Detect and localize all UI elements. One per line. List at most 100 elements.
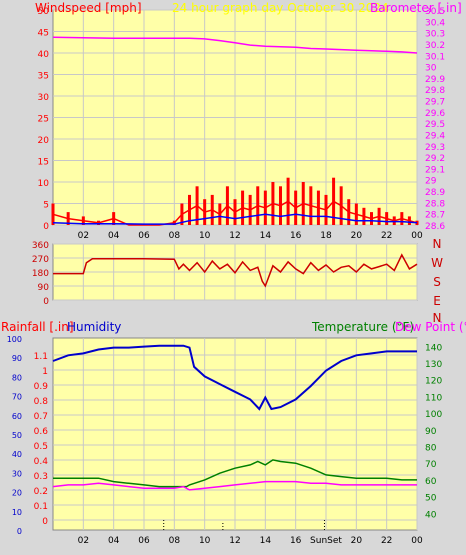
temperature-line [53, 459, 417, 488]
climate-x-tick-16: 16 [290, 536, 302, 546]
climate-x-tick-04: 04 [108, 536, 120, 546]
wind-x-tick-08: 08 [169, 231, 181, 241]
rainfall-tick-0.8: 0.8 [34, 397, 49, 407]
humidity-tick-50: 50 [12, 431, 22, 440]
wind-x-tick-16: 16 [290, 231, 302, 241]
barometer-tick-28.7: 28.7 [425, 211, 445, 221]
temperature-tick-100: 100 [425, 410, 442, 420]
windspeed-tick-10: 10 [38, 179, 50, 189]
temperature-tick-130: 130 [425, 360, 442, 370]
barometer-tick-30.1: 30.1 [425, 52, 445, 62]
windspeed-tick-0: 0 [43, 222, 49, 232]
temperature-axis-label: Temperature (°F) [311, 320, 414, 334]
windspeed-tick-15: 15 [38, 158, 49, 168]
direction-tick-90: 90 [38, 283, 50, 293]
rainfall-tick-0.6: 0.6 [34, 427, 49, 437]
wind-x-tick-20: 20 [351, 231, 363, 241]
barometer-tick-29.6: 29.6 [425, 109, 445, 119]
humidity-tick-60: 60 [12, 412, 22, 421]
direction-tick-labels: 360 270 180 90 0 [32, 241, 49, 307]
windspeed-tick-50: 50 [38, 7, 50, 17]
climate-x-tick-14: 14 [260, 536, 272, 546]
temperature-tick-60: 60 [425, 477, 437, 487]
humidity-tick-10: 10 [12, 508, 22, 517]
climate-x-tick-08: 08 [169, 536, 181, 546]
climate-x-tick-00: 00 [411, 536, 423, 546]
rainfall-tick-0.2: 0.2 [34, 487, 48, 497]
barometer-tick-30.5: 30.5 [425, 7, 445, 17]
humidity-line [52, 344, 417, 411]
wind-series [51, 36, 419, 226]
barometer-tick-29.9: 29.9 [425, 75, 445, 85]
temperature-tick-40: 40 [425, 510, 437, 520]
barometer-tick-30: 30 [425, 64, 437, 74]
barometer-tick-labels: 30.530.430.330.230.13029.929.829.729.629… [425, 7, 445, 232]
climate-series [52, 344, 417, 530]
barometer-tick-29.2: 29.2 [425, 154, 445, 164]
barometer-axis-label: Barometer [.in] [370, 1, 462, 15]
temperature-tick-110: 110 [425, 393, 442, 403]
barometer-tick-29.4: 29.4 [425, 131, 445, 141]
climate-x-tick-10: 10 [199, 536, 211, 546]
humidity-tick-70: 70 [12, 393, 22, 402]
graph-title: 24 hour graph day October 30 2024 [172, 1, 389, 15]
rainfall-tick-0.1: 0.1 [34, 502, 48, 512]
barometer-tick-29.5: 29.5 [425, 120, 445, 130]
humidity-tick-0: 0 [17, 527, 22, 536]
wind-x-tick-00: 00 [411, 231, 423, 241]
climate-x-tick-06: 06 [138, 536, 150, 546]
rainfall-tick-1: 1 [42, 367, 48, 377]
barometer-tick-29.8: 29.8 [425, 86, 445, 96]
windspeed-tick-35: 35 [38, 72, 49, 82]
rainfall-tick-labels: 1.1 1 0.9 0.8 0.7 0.6 0.5 0.4 0.3 0.2 0.1 0 [34, 352, 49, 527]
climate-x-tick-labels: 02 04 06 08 10 12 14 16 SunSet 20 22 00 [78, 536, 423, 546]
barometer-tick-28.6: 28.6 [425, 222, 445, 232]
compass-S-2: S [433, 275, 441, 289]
wind-x-tick-18: 18 [320, 231, 332, 241]
temperature-tick-70: 70 [425, 460, 437, 470]
temperature-tick-90: 90 [425, 427, 437, 437]
average-wind-line [52, 213, 418, 225]
barometer-tick-30.3: 30.3 [425, 30, 445, 40]
barometer-tick-28.8: 28.8 [425, 199, 445, 209]
barometer-tick-29.1: 29.1 [425, 165, 445, 175]
climate-grid [53, 338, 418, 530]
wind-x-tick-labels: 02 04 06 08 10 12 14 16 18 20 22 00 [78, 231, 423, 241]
climate-x-tick-12: 12 [229, 536, 240, 546]
temperature-tick-140: 140 [425, 343, 442, 353]
rainfall-tick-0.3: 0.3 [34, 472, 48, 482]
humidity-tick-40: 40 [12, 450, 22, 459]
direction-tick-0: 0 [43, 297, 49, 307]
rainfall-tick-0.9: 0.9 [34, 382, 49, 392]
humidity-tick-20: 20 [12, 489, 22, 498]
barometer-line [52, 36, 418, 54]
compass-N-4: N [433, 311, 442, 325]
windspeed-axis-label: Windspeed [mph] [35, 1, 142, 15]
barometer-tick-29: 29 [425, 177, 437, 187]
windspeed-line [52, 200, 418, 226]
climate-x-tick-20: 20 [351, 536, 363, 546]
barometer-tick-29.3: 29.3 [425, 143, 445, 153]
windspeed-tick-25: 25 [38, 115, 49, 125]
climate-x-tick-22: 22 [381, 536, 392, 546]
wind-x-tick-04: 04 [108, 231, 120, 241]
humidity-tick-30: 30 [12, 469, 22, 478]
compass-W-1: W [431, 256, 443, 270]
wind-x-tick-02: 02 [78, 231, 89, 241]
temperature-tick-labels: 140 130 120 110 100 90 80 70 60 50 40 [425, 343, 442, 520]
humidity-tick-100: 100 [7, 335, 22, 344]
wind-x-tick-12: 12 [229, 231, 240, 241]
barometer-tick-30.2: 30.2 [425, 41, 445, 51]
compass-E-3: E [433, 294, 441, 308]
windspeed-tick-45: 45 [38, 29, 49, 39]
direction-series [53, 253, 418, 288]
windspeed-tick-30: 30 [38, 93, 50, 103]
humidity-tick-90: 90 [12, 354, 22, 363]
humidity-tick-80: 80 [12, 373, 22, 382]
windspeed-tick-40: 40 [38, 50, 50, 60]
rainfall-tick-0.5: 0.5 [34, 442, 48, 452]
humidity-axis-label: Humidity [67, 320, 121, 334]
